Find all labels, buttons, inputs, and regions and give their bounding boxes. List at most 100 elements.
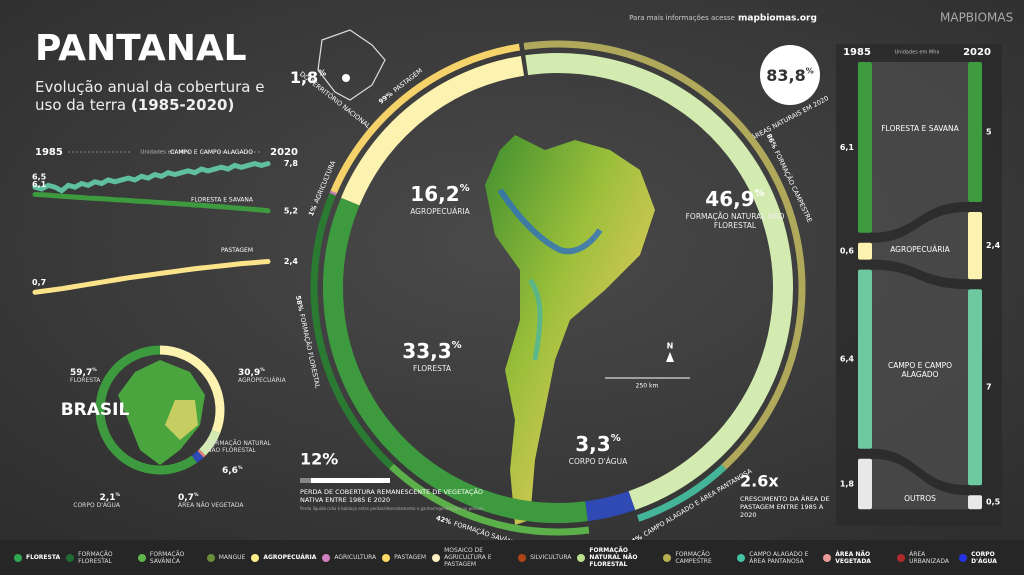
ring-class-value-unit: %	[755, 188, 765, 199]
ring-part	[329, 190, 337, 196]
brasil-value-unit: %	[194, 491, 199, 497]
trend-units: Unidades em Mha.	[140, 150, 191, 156]
legend-label: AGROPECUÁRIA	[263, 554, 317, 561]
scale-label: 250 km	[636, 383, 659, 390]
trend-line	[32, 259, 271, 295]
brasil-value-unit: %	[92, 366, 97, 372]
sankey-end-label: 2,4	[986, 241, 1001, 250]
territory-value-number: 1,8	[290, 68, 318, 87]
sankey-node-end	[968, 212, 982, 280]
title: PANTANAL	[35, 28, 247, 69]
legend-label: ÁREA URBANIZADA	[909, 550, 949, 565]
brasil-value-number: 6,6	[222, 466, 238, 476]
north-arrow	[666, 352, 674, 362]
legend-item: FORMAÇÃO SAVÂNICA	[137, 551, 201, 565]
sankey-flow	[872, 269, 968, 486]
legend-item: FLORESTA	[14, 553, 60, 562]
brasil-value-number: 59,7	[70, 368, 92, 378]
sankey-node-end	[968, 289, 982, 486]
legend-swatch	[251, 553, 260, 562]
ring-part-share: 1%	[307, 204, 319, 218]
ring-part	[310, 192, 394, 469]
brasil-value: 2,1%	[100, 491, 121, 502]
legend-item: MOSAICO DE AGRICULTURA E PASTAGEM	[432, 547, 512, 568]
legend-item: ÁREA URBANIZADA	[897, 551, 953, 565]
sankey-start-label: 1,8	[840, 480, 855, 489]
ring-class-value: 33,3%	[402, 339, 461, 363]
legend-label: FORMAÇÃO CAMPESTRE	[675, 550, 712, 565]
brasil-map-agro	[165, 400, 198, 440]
brasil-value-unit: %	[115, 491, 120, 497]
legend-swatch	[518, 553, 527, 562]
legend-item: FORMAÇÃO CAMPESTRE	[663, 551, 731, 565]
legend-label: SILVICULTURA	[530, 554, 572, 561]
ring-class-value-number: 16,2	[410, 182, 459, 206]
brasil-segment	[95, 345, 197, 475]
legend-swatch	[137, 553, 146, 562]
sankey-flow	[872, 212, 968, 280]
legend-label: CORPO D'ÁGUA	[971, 550, 997, 565]
brasil-value: 0,7%	[178, 491, 199, 502]
natural-areas-value: 83,8%	[766, 66, 814, 85]
ring-class-value: 16,2%	[410, 182, 469, 206]
ring-part	[388, 463, 590, 536]
loss-bar-part	[300, 478, 311, 483]
legend-swatch	[14, 553, 22, 562]
sankey-start-label: 0,6	[840, 247, 855, 256]
ring-class-value-unit: %	[611, 433, 621, 444]
ring-part-share: 58%	[294, 295, 305, 312]
sankey-node-start	[858, 242, 872, 260]
brasil-value-number: 2,1	[100, 493, 116, 503]
brasil-segment	[191, 450, 204, 463]
ring-class-value-unit: %	[452, 340, 462, 351]
trend-line	[32, 161, 271, 194]
legend-item: FORMAÇÃO NATURAL NÃO FLORESTAL	[577, 547, 657, 568]
legend-item: MANGUE	[206, 553, 245, 562]
ring-class-value-number: 46,9	[705, 187, 754, 211]
sankey-node-start	[858, 62, 872, 233]
legend-item: PASTAGEM	[382, 553, 427, 562]
trend-series-name: FLORESTA E SAVANA	[191, 196, 254, 203]
trend-end-label: 7,8	[284, 159, 299, 168]
site: mapbiomas.org	[738, 14, 817, 24]
brasil-value: 30,9%	[238, 366, 265, 377]
trend-start-label: 6,1	[32, 180, 47, 189]
legend-item: FORMAÇÃO FLORESTAL	[66, 551, 132, 565]
brasil-segment	[197, 449, 206, 458]
legend-label: ÁREA NÃO VEGETADA	[835, 550, 871, 565]
legend-swatch	[737, 553, 746, 562]
brasil-value-number: 0,7	[178, 493, 194, 503]
ring-class-value-unit: %	[460, 183, 470, 194]
info: Para mais informações acesse	[629, 14, 735, 22]
brasil-value-number: 30,9	[238, 368, 260, 378]
brasil-segment	[199, 429, 221, 456]
sankey-node-end	[968, 495, 982, 510]
sankey-node-end	[968, 62, 982, 202]
legend-swatch	[897, 553, 906, 562]
legend-swatch	[577, 553, 586, 562]
ring-segment	[323, 197, 588, 523]
logo: MAPBIOMAS	[940, 11, 1013, 25]
sankey-end-label: 5	[986, 128, 992, 137]
ring-class-value: 3,3%	[575, 432, 620, 456]
legend-item: CORPO D'ÁGUA	[959, 551, 1010, 565]
ring-segment	[341, 55, 525, 206]
legend-swatch	[66, 553, 75, 562]
natural-areas-value-unit: %	[806, 66, 814, 75]
trend-end-label: 5,2	[284, 206, 298, 215]
ring-segment	[525, 53, 793, 510]
sankey-start-label: 6,4	[840, 355, 855, 364]
legend-label: PASTAGEM	[394, 554, 427, 561]
pantanal-map	[485, 135, 655, 525]
loss-value: 12%	[300, 450, 338, 469]
natural-areas-badge	[760, 45, 820, 105]
sankey-start: 1985	[843, 47, 871, 58]
north: N	[667, 342, 674, 351]
brasil-value: 6,6%	[222, 464, 243, 475]
legend-label: MOSAICO DE AGRICULTURA E PASTAGEM	[444, 547, 492, 568]
sankey-start-label: 6,1	[840, 143, 855, 152]
legend-swatch	[382, 553, 391, 562]
territory-value: 1,8%	[290, 68, 326, 87]
trend-start-label: 6,5	[32, 173, 47, 182]
sankey-end-label: 0,5	[986, 498, 1001, 507]
